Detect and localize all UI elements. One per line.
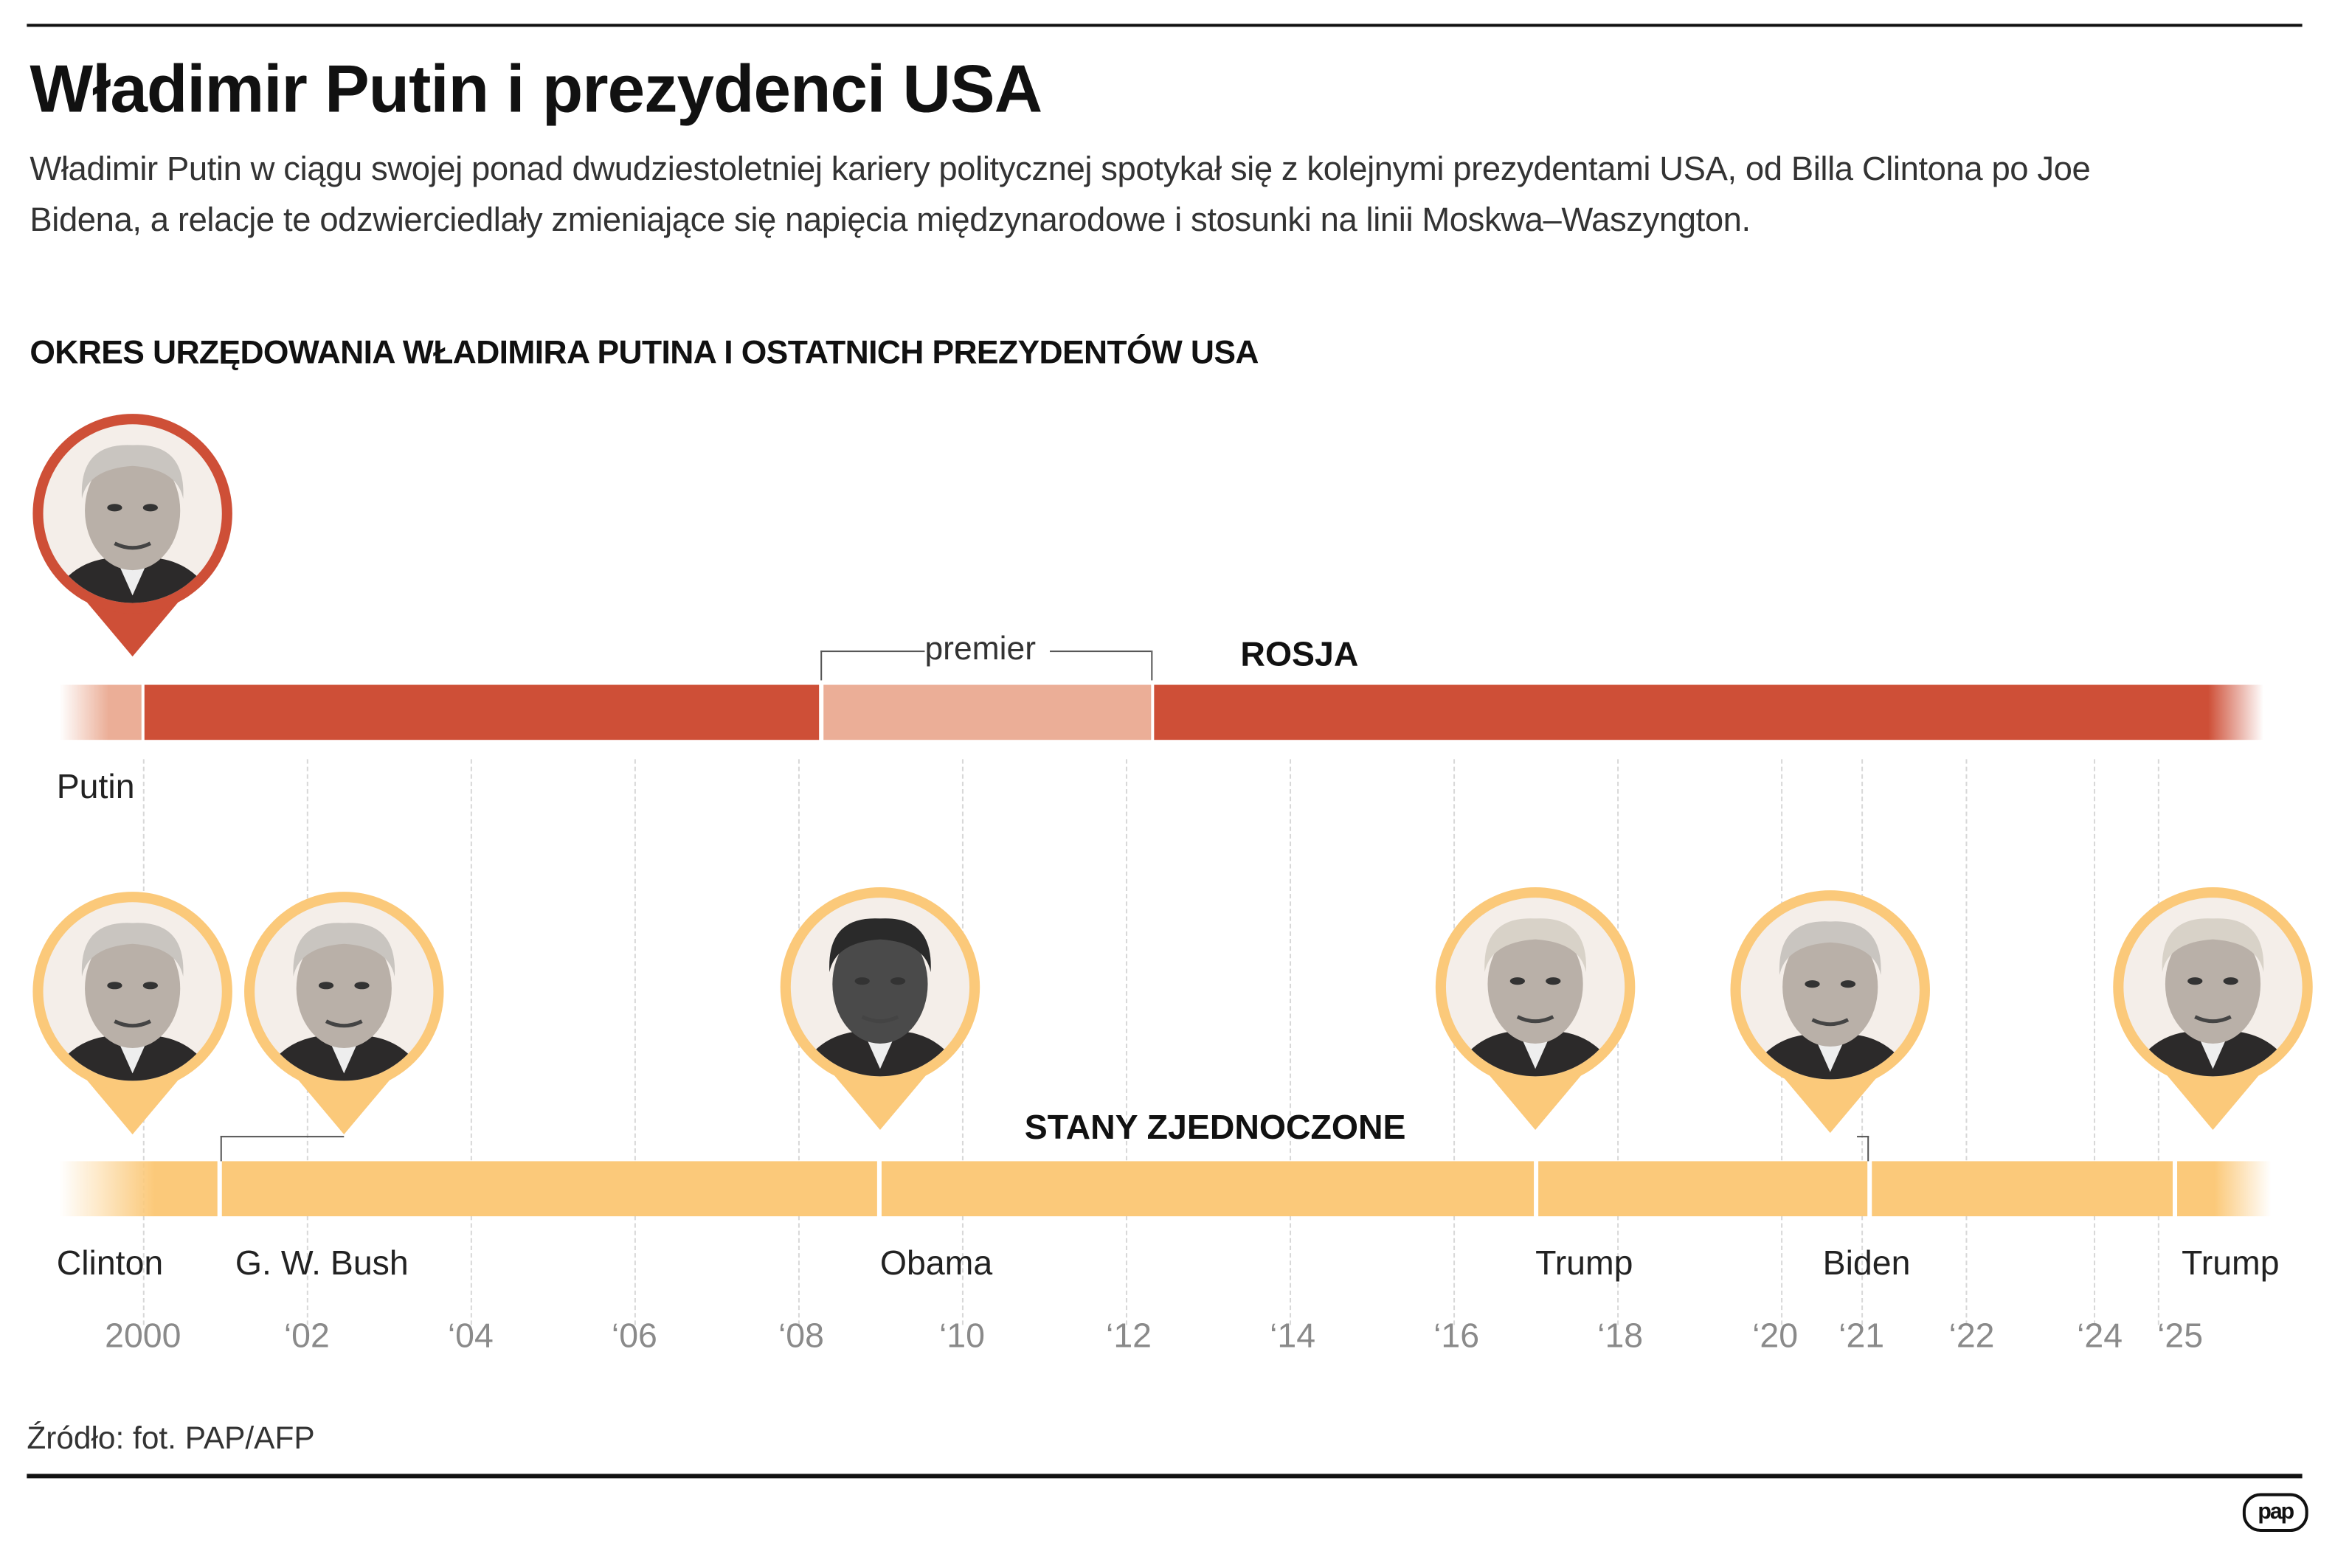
usa-bar-trump-1 [1538,1161,1868,1217]
gridline-13 [2094,759,2096,1325]
pap-logo: pap [2242,1493,2308,1533]
biden-connector-tick [1867,1136,1869,1162]
page-title: Władimir Putin i prezydenci USA [30,50,1042,127]
russia-bar-president-2000-2008 [144,684,820,740]
gridline-2 [470,759,472,1325]
year-label: ‘21 [1838,1316,1885,1355]
year-label: ‘02 [283,1316,330,1355]
usa-bar-clinton [59,1161,218,1217]
president-name-trump-2: Trump [2182,1243,2280,1282]
year-label: ‘24 [2077,1316,2123,1355]
year-label: ‘10 [938,1316,985,1355]
usa-label: STANY ZJEDNOCZONE [1024,1107,1406,1147]
year-label: ‘12 [1106,1316,1152,1355]
bush-portrait-icon [244,892,444,1135]
usa-bar-trump-2 [2177,1161,2272,1217]
usa-bar-biden [1872,1161,2173,1217]
president-name-obama: Obama [879,1243,993,1282]
year-label: ‘14 [1270,1316,1316,1355]
biden-portrait-icon [1730,890,1930,1134]
year-label: ‘18 [1597,1316,1644,1355]
bush-connector [220,1136,345,1138]
usa-bar-bush [221,1161,877,1217]
russia-label: ROSJA [1240,634,1359,673]
president-name-trump-1: Trump [1535,1243,1633,1282]
putin-pin [30,411,235,667]
president-name-bush: G. W. Bush [235,1243,409,1282]
year-label: ‘08 [778,1316,824,1355]
gridline-7 [1290,759,1292,1325]
russia-bar-other-1999 [59,684,142,740]
gridline-12 [1965,759,1968,1325]
year-label: 2000 [105,1316,181,1355]
clinton-portrait-icon [32,892,232,1135]
obama-portrait-icon [780,887,980,1131]
gridline-3 [634,759,636,1325]
trump-2-portrait-icon [2113,887,2313,1131]
biden-connector [1857,1136,1869,1138]
russia-bar-premier-2008-2012 [823,684,1152,740]
year-label: ‘20 [1752,1316,1799,1355]
bush-pin [241,889,447,1145]
trump-1-portrait-icon [1435,887,1636,1131]
premier-bracket-left-tick [820,651,823,681]
clinton-pin [30,889,235,1145]
year-label: ‘06 [611,1316,657,1355]
usa-bar-obama [881,1161,1535,1217]
gridline-6 [1125,759,1128,1325]
president-name-clinton: Clinton [56,1243,164,1282]
premier-label: premier [924,629,1037,667]
premier-bracket-right-tick [1151,651,1153,681]
subtitle: Władimir Putin w ciągu swojej ponad dwud… [30,150,2091,237]
russia-bar-president-2012-present [1154,684,2264,740]
premier-bracket-right [1050,651,1152,653]
president-name-biden: Biden [1822,1243,1911,1282]
year-label: ‘16 [1433,1316,1480,1355]
putin-name: Putin [56,766,135,806]
biden-pin [1727,887,1933,1143]
premier-bracket-left [820,651,925,653]
year-label: ‘04 [447,1316,494,1355]
bush-connector-tick [220,1136,222,1162]
trump-2-pin [2110,884,2316,1140]
bottom-rule [27,1474,2303,1479]
source-note: Źródło: fot. PAP/AFP [27,1421,315,1457]
obama-pin [778,884,983,1140]
year-label: ‘22 [1948,1316,1995,1355]
putin-portrait-icon [32,414,232,657]
year-label: ‘25 [2157,1316,2204,1355]
section-title: OKRES URZĘDOWANIA WŁADIMIRA PUTINA I OST… [30,333,1259,371]
trump-1-pin [1433,884,1639,1140]
top-rule [27,24,2303,27]
